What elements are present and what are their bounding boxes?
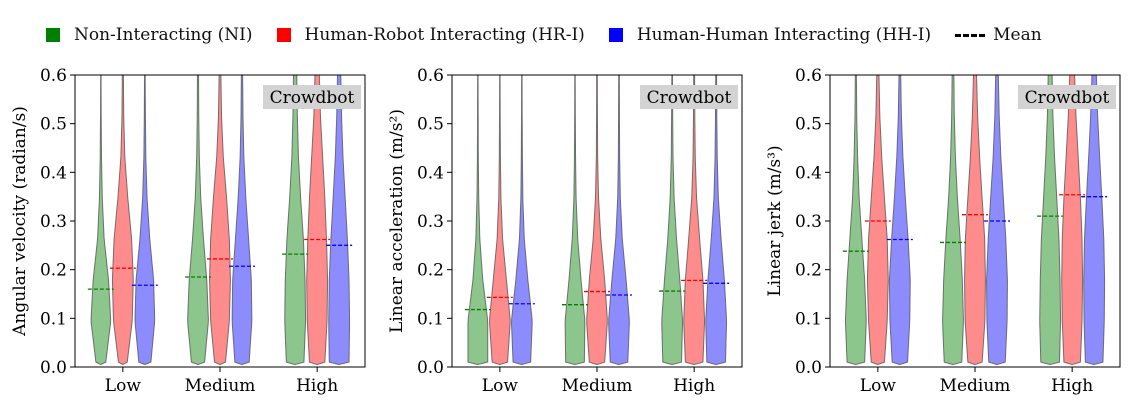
violin-low-2 — [111, 75, 134, 366]
y-tick-label: 0.3 — [795, 212, 822, 232]
violin-high-3 — [1083, 75, 1106, 366]
x-tick-label: Low — [105, 376, 142, 396]
violin-medium-3 — [231, 75, 253, 366]
violin-low-3 — [511, 75, 533, 366]
x-tick-label: High — [296, 376, 338, 396]
violin-high-1 — [284, 75, 307, 366]
x-tick-label: High — [1051, 376, 1093, 396]
violin-low-1 — [90, 75, 112, 366]
legend-item-mean: Mean — [955, 25, 1042, 45]
legend-item-hhi: Human-Human Interacting (HH-I) — [608, 25, 932, 45]
violin-high-2 — [1061, 75, 1084, 366]
x-tick-label: Low — [482, 376, 519, 396]
violin-high-1 — [1039, 75, 1062, 366]
violin-high-2 — [683, 75, 706, 366]
y-tick-label: 0.2 — [795, 261, 822, 281]
violin-low-2 — [866, 75, 889, 366]
annotation-box — [640, 85, 738, 109]
annotation-label: Crowdbot — [270, 88, 355, 108]
y-tick-label: 0.6 — [40, 66, 67, 86]
legend-label-ni: Non-Interacting (NI) — [74, 25, 253, 45]
y-tick-label: 0.5 — [795, 115, 822, 135]
y-tick-label: 0.4 — [417, 163, 444, 183]
annotation-label: Crowdbot — [647, 88, 732, 108]
legend-label-mean: Mean — [993, 25, 1042, 45]
y-tick-label: 0.5 — [40, 115, 67, 135]
violin-high-2 — [306, 75, 329, 366]
violin-medium-3 — [986, 75, 1008, 366]
y-tick-label: 0.4 — [40, 163, 67, 183]
violin-high-1 — [661, 75, 684, 366]
y-tick-label: 0.1 — [417, 309, 444, 329]
y-tick-label: 0.0 — [417, 358, 444, 378]
chart-panel-1: 0.0 0.1 0.2 0.3 0.4 0.5 0.6 Low Medium High Angula… — [10, 66, 366, 396]
y-tick-label: 0.2 — [40, 261, 67, 281]
y-tick-label: 0.1 — [40, 309, 67, 329]
violin-medium-1 — [942, 75, 964, 366]
y-tick-label: 0.4 — [795, 163, 822, 183]
violin-medium-2 — [586, 75, 608, 366]
y-axis-label: Linear acceleration (m/s²) — [387, 109, 407, 333]
legend-mean-marker — [955, 33, 986, 37]
violin-low-2 — [489, 75, 511, 366]
y-axis-label: Angular velocity (radian/s) — [10, 106, 30, 337]
legend-item-hri: Human-Robot Interacting (HR-I) — [276, 25, 585, 45]
violin-low-1 — [467, 75, 489, 366]
violin-low-3 — [888, 75, 911, 366]
x-tick-label: High — [673, 376, 715, 396]
violin-medium-2 — [209, 75, 231, 366]
legend-swatch-ni — [46, 28, 60, 42]
legend-label-hhi: Human-Human Interacting (HH-I) — [636, 25, 932, 45]
legend-label-hri: Human-Robot Interacting (HR-I) — [304, 25, 585, 45]
y-tick-label: 0.1 — [795, 309, 822, 329]
violin-low-1 — [844, 75, 867, 366]
y-tick-label: 0.0 — [795, 358, 822, 378]
y-tick-label: 0.0 — [40, 358, 67, 378]
y-tick-label: 0.6 — [795, 66, 822, 86]
annotation-box — [1018, 85, 1116, 109]
legend-swatch-hri — [276, 28, 291, 42]
violin-medium-3 — [608, 75, 630, 366]
x-tick-label: Low — [860, 376, 897, 396]
chart-panel-2: 0.0 0.1 0.2 0.3 0.4 0.5 0.6 Low Medium High Linear… — [387, 66, 743, 396]
y-tick-label: 0.5 — [417, 115, 444, 135]
y-tick-label: 0.3 — [40, 212, 67, 232]
x-tick-label: Medium — [562, 376, 633, 396]
violin-high-3 — [328, 75, 351, 366]
violin-medium-2 — [964, 75, 986, 366]
violins-group — [90, 75, 351, 366]
y-tick-label: 0.3 — [417, 212, 444, 232]
legend: Non-Interacting (NI) Human-Robot Interac… — [46, 22, 1042, 48]
x-tick-label: Medium — [185, 376, 256, 396]
x-tick-label: Medium — [940, 376, 1011, 396]
annotation-label: Crowdbot — [1025, 88, 1110, 108]
violin-low-3 — [134, 75, 156, 366]
y-axis-label: Linear jerk (m/s³) — [765, 145, 785, 296]
y-tick-label: 0.6 — [417, 66, 444, 86]
violins-group — [844, 75, 1106, 366]
violin-high-3 — [705, 75, 728, 366]
legend-item-ni: Non-Interacting (NI) — [46, 25, 253, 45]
y-tick-label: 0.2 — [417, 261, 444, 281]
violin-medium-1 — [187, 75, 209, 366]
violins-group — [467, 75, 728, 366]
legend-swatch-hhi — [608, 28, 623, 42]
annotation-box — [263, 85, 361, 109]
chart-panel-3: 0.0 0.1 0.2 0.3 0.4 0.5 0.6 Low Medium High Linear… — [765, 66, 1121, 396]
violin-medium-1 — [564, 75, 586, 366]
